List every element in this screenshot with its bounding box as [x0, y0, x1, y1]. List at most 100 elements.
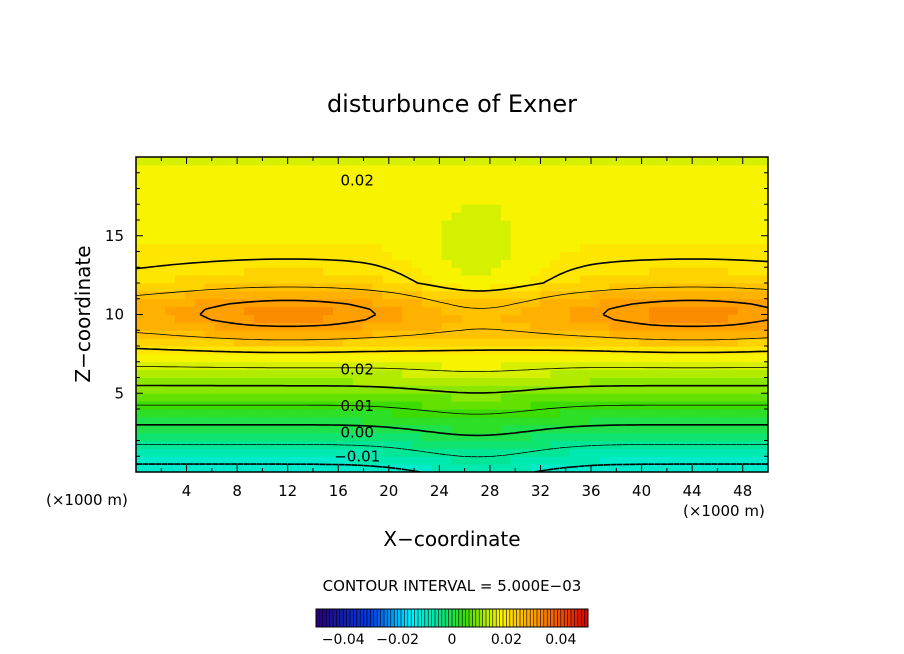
field-cell [560, 211, 571, 221]
field-cell [649, 329, 660, 339]
field-cell [342, 195, 354, 205]
field-cell [136, 282, 147, 292]
field-cell [540, 282, 552, 292]
field-cell [520, 219, 532, 229]
field-cell [491, 463, 502, 472]
field-cell [570, 219, 581, 229]
field-cell [342, 361, 354, 371]
field-cell [668, 306, 680, 315]
field-cell [599, 361, 611, 371]
field-cell [698, 157, 710, 166]
field-cell [204, 258, 216, 268]
field-cell [431, 369, 443, 378]
field-cell [728, 314, 739, 323]
field-cell [293, 447, 305, 457]
field-cell [441, 290, 453, 300]
field-cell [530, 353, 542, 363]
field-cell [303, 298, 315, 308]
field-cell [737, 392, 749, 402]
field-cell [392, 164, 404, 174]
field-cell [589, 266, 601, 276]
field-cell [184, 203, 196, 213]
field-cell [342, 400, 354, 410]
field-cell [540, 455, 552, 465]
field-cell [382, 172, 394, 182]
field-cell [165, 211, 176, 221]
field-cell [688, 369, 700, 378]
field-cell [678, 203, 690, 213]
field-cell [737, 361, 749, 371]
field-cell [451, 243, 463, 252]
field-cell [136, 337, 147, 347]
field-cell [352, 337, 364, 347]
field-cell [471, 353, 483, 363]
field-cell [204, 384, 216, 394]
field-cell [136, 188, 147, 197]
field-cell [352, 377, 364, 386]
field-cell [629, 384, 641, 394]
field-cell [204, 377, 216, 386]
field-cell [649, 408, 660, 418]
field-cell [491, 447, 502, 457]
field-cell [392, 369, 404, 378]
field-cell [461, 258, 473, 268]
field-cell [165, 432, 176, 441]
field-cell [668, 329, 680, 339]
field-cell [441, 369, 453, 378]
field-cell [708, 266, 720, 276]
field-cell [412, 392, 423, 402]
field-cell [145, 235, 157, 245]
field-cell [520, 290, 532, 300]
field-cell [214, 424, 226, 434]
field-cell [263, 298, 275, 308]
field-cell [560, 164, 571, 174]
field-cell [234, 408, 246, 418]
field-cell [500, 447, 512, 457]
field-cell [431, 164, 443, 174]
field-cell [737, 369, 749, 378]
field-cell [491, 258, 502, 268]
field-cell [194, 195, 206, 205]
field-cell [165, 282, 176, 292]
field-cell [431, 392, 443, 402]
field-cell [184, 180, 196, 189]
field-cell [412, 203, 423, 213]
field-cell [530, 369, 542, 378]
field-cell [392, 266, 404, 276]
field-cell [431, 424, 443, 434]
field-cell [609, 219, 621, 229]
x-tick-label: 8 [232, 482, 242, 500]
field-cell [658, 447, 670, 457]
field-cell [678, 384, 690, 394]
field-cell [629, 447, 641, 457]
field-cell [421, 408, 433, 418]
field-cell [303, 314, 315, 323]
field-cell [461, 157, 473, 166]
field-cell [421, 329, 433, 339]
field-cell [570, 258, 581, 268]
field-cell [155, 219, 167, 229]
field-cell [688, 353, 700, 363]
field-cell [668, 164, 680, 174]
field-cell [718, 306, 729, 315]
field-cell [254, 235, 265, 245]
field-cell [214, 321, 226, 331]
field-cell [165, 416, 176, 426]
field-cell [589, 227, 601, 237]
field-cell [619, 416, 631, 426]
field-cell [481, 337, 492, 347]
field-cell [500, 188, 512, 197]
field-cell [698, 337, 710, 347]
field-cell [481, 211, 492, 221]
field-cell [530, 235, 542, 245]
field-cell [283, 235, 295, 245]
field-cell [718, 211, 729, 221]
field-cell [184, 157, 196, 166]
field-cell [510, 432, 522, 441]
field-cell [698, 164, 710, 174]
field-cell [510, 211, 522, 221]
field-cell [491, 329, 502, 339]
field-cell [382, 369, 394, 378]
field-cell [214, 353, 226, 363]
field-cell [560, 219, 571, 229]
